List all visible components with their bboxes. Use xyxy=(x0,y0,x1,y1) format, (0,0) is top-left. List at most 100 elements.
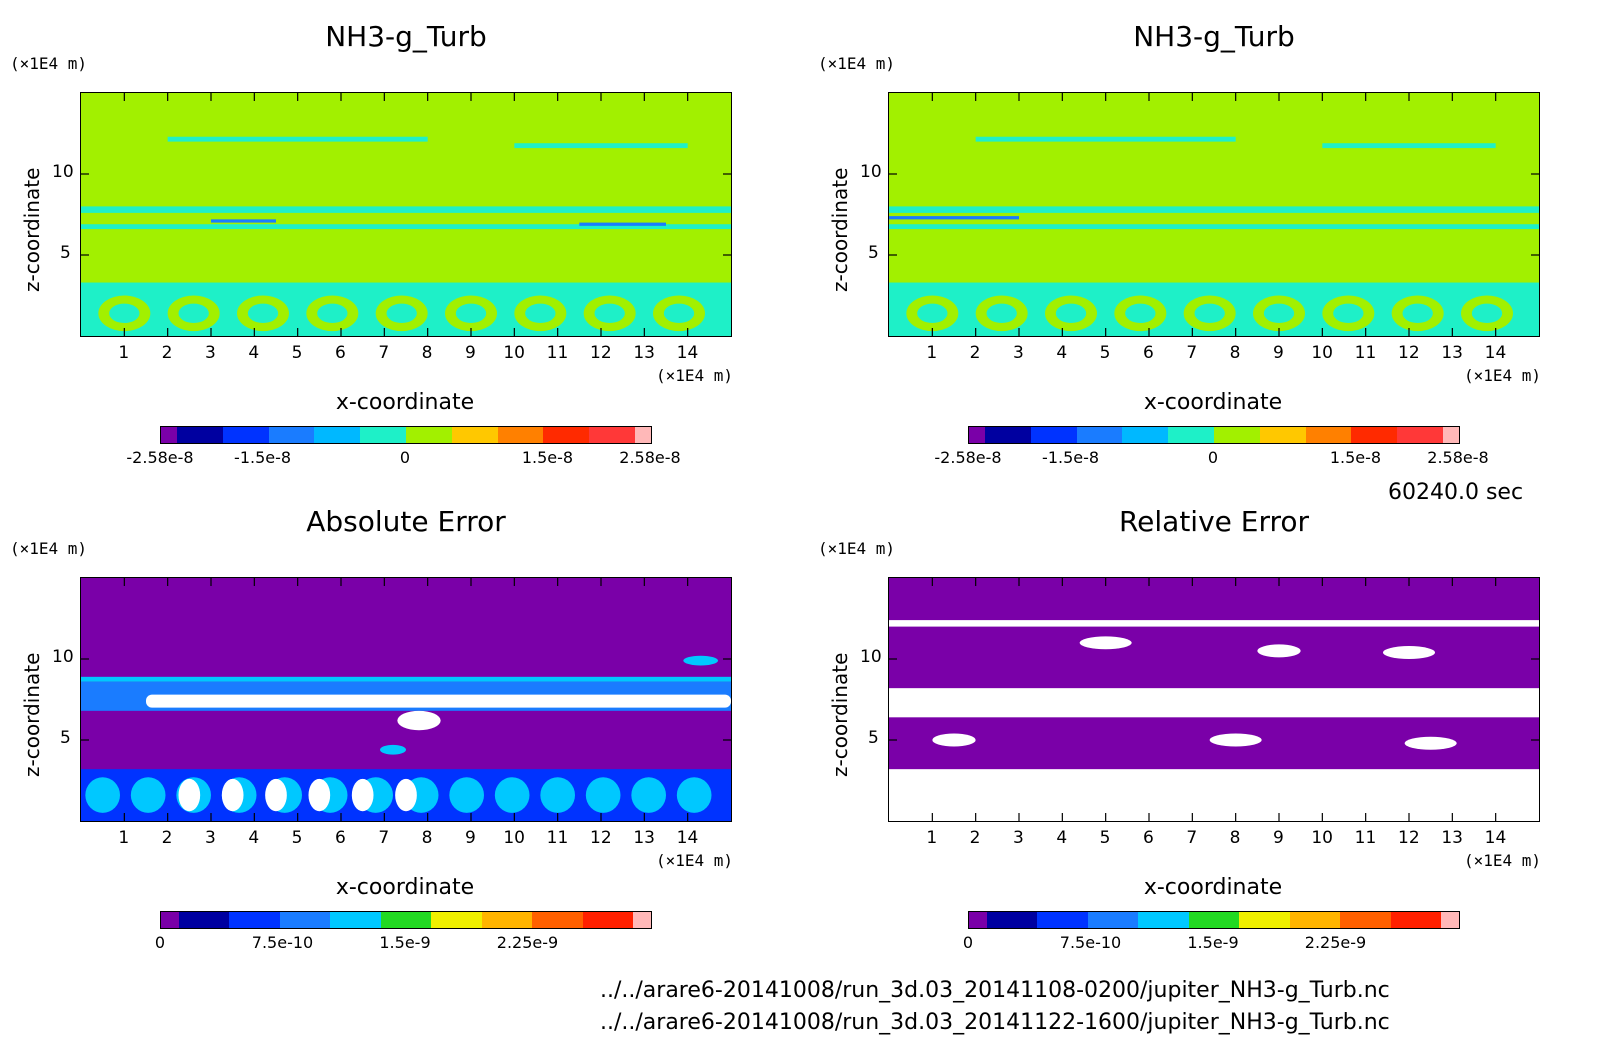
eddy-core xyxy=(386,303,417,324)
x-axis-label: x-coordinate xyxy=(335,875,475,900)
colorbar-segment xyxy=(481,912,533,928)
x-tick-label: 8 xyxy=(1229,343,1241,363)
x-tick-label: 5 xyxy=(1099,828,1111,848)
colorbar-segment xyxy=(1443,427,1460,443)
x-tick-label: 11 xyxy=(1354,343,1377,363)
colorbar-segment xyxy=(1122,427,1169,443)
x-tick-label: 8 xyxy=(421,828,433,848)
x-tick-label: 6 xyxy=(1143,828,1154,848)
upper-streak xyxy=(167,136,428,142)
high-error-blob xyxy=(351,778,374,812)
y-unit-label: (×1E4 m) xyxy=(818,54,896,73)
error-blob xyxy=(130,777,166,813)
negative-streak xyxy=(889,216,1019,220)
x-tick-label: 2 xyxy=(161,828,173,848)
colorbar-segment xyxy=(969,427,986,443)
x-tick-label: 11 xyxy=(546,828,569,848)
chart-panel-3: Absolute Error (×1E4 m) (×1E4 m) x-coordina… xyxy=(0,485,808,970)
white-patch xyxy=(932,733,976,747)
x-tick-label: 9 xyxy=(465,828,476,848)
colorbar-segment xyxy=(268,427,315,443)
chart-panel-2: NH3-g_Turb (×1E4 m) (×1E4 m) x-coordinate z-… xyxy=(808,0,1604,485)
eddy-core xyxy=(1471,303,1503,324)
y-tick-label: 5 xyxy=(868,243,879,263)
y-unit-label: (×1E4 m) xyxy=(10,539,88,558)
colorbar-label: -1.5e-8 xyxy=(234,448,292,467)
x-tick-label: 5 xyxy=(1099,343,1111,363)
negative-streak xyxy=(211,219,276,223)
colorbar-segment xyxy=(497,427,544,443)
error-blob xyxy=(449,777,484,813)
colorbar-label: 7.5e-10 xyxy=(251,933,314,952)
colorbar-segment xyxy=(279,912,331,928)
x-tick-label: 14 xyxy=(676,828,699,848)
x-tick-label: 6 xyxy=(1143,343,1154,363)
colorbar-segment xyxy=(380,912,432,928)
colorbar xyxy=(968,911,1460,929)
colorbar-label: 0 xyxy=(962,933,974,952)
x-tick-label: 13 xyxy=(1441,343,1463,363)
x-tick-label: 3 xyxy=(1013,343,1024,363)
colorbar-label: 2.25e-9 xyxy=(496,933,559,952)
eddy-core xyxy=(1402,303,1433,324)
x-tick-label: 3 xyxy=(1013,828,1024,848)
colorbar-segment xyxy=(543,427,590,443)
colorbar-label: -2.58e-8 xyxy=(126,448,194,467)
colorbar-label: 1.5e-9 xyxy=(1187,933,1239,952)
x-tick-label: 12 xyxy=(1398,828,1420,848)
eddy-core xyxy=(1055,303,1087,324)
x-tick-label: 10 xyxy=(1311,343,1333,363)
colorbar-segment xyxy=(1037,912,1088,928)
x-tick-label: 4 xyxy=(248,828,260,848)
x-axis-label: x-coordinate xyxy=(1143,390,1283,415)
x-tick-label: 14 xyxy=(676,343,699,363)
colorbar xyxy=(160,426,652,444)
white-patch xyxy=(1209,733,1262,747)
y-tick-label: 10 xyxy=(52,647,74,667)
x-tick-label: 3 xyxy=(205,343,216,363)
eddy-core xyxy=(317,303,348,324)
x-tick-label: 1 xyxy=(926,828,938,848)
error-blob xyxy=(494,777,530,813)
colorbar-segment xyxy=(161,427,178,443)
colorbar-segment xyxy=(969,912,987,928)
chart-title: NH3-g_Turb xyxy=(325,20,487,53)
x-tick-label: 2 xyxy=(969,343,981,363)
x-tick-label: 6 xyxy=(335,343,346,363)
colorbar xyxy=(968,426,1460,444)
eddy-core xyxy=(917,303,948,324)
colorbar-label: 1.5e-8 xyxy=(521,448,574,467)
error-blob xyxy=(540,777,575,813)
x-tick-label: 8 xyxy=(421,343,433,363)
eddy-core xyxy=(1194,303,1225,324)
file-path-1: ../../arare6-20141008/run_3d.03_20141108… xyxy=(600,978,1390,1003)
colorbar-label: 1.5e-8 xyxy=(1329,448,1382,467)
eddy-core xyxy=(178,303,209,324)
mid-layer-streak xyxy=(889,224,1539,230)
x-unit-label: (×1E4 m) xyxy=(1464,851,1542,870)
y-tick-label: 10 xyxy=(860,647,882,667)
x-unit-label: (×1E4 m) xyxy=(656,366,734,385)
x-tick-label: 2 xyxy=(161,343,173,363)
x-axis-label: x-coordinate xyxy=(1143,875,1283,900)
y-axis-label: z-coordinate xyxy=(20,652,44,777)
chart-title: NH3-g_Turb xyxy=(1133,20,1295,53)
error-blob xyxy=(85,777,120,813)
time-label: 60240.0 sec xyxy=(1388,480,1524,505)
x-unit-label: (×1E4 m) xyxy=(1464,366,1542,385)
colorbar-label: 0 xyxy=(154,933,166,952)
colorbar-segment xyxy=(222,427,269,443)
x-tick-label: 9 xyxy=(465,343,476,363)
colorbar-segment xyxy=(985,427,1031,443)
x-tick-label: 5 xyxy=(291,343,303,363)
x-tick-label: 9 xyxy=(1273,828,1284,848)
colorbar-segment xyxy=(161,912,179,928)
x-tick-label: 14 xyxy=(1484,828,1507,848)
colorbar-segment xyxy=(986,912,1038,928)
colorbar-segment xyxy=(1351,427,1398,443)
x-tick-label: 12 xyxy=(590,343,612,363)
colorbar-segment xyxy=(330,912,381,928)
x-tick-label: 7 xyxy=(378,343,390,363)
colorbar-segment xyxy=(177,427,223,443)
colorbar-segment xyxy=(1076,427,1123,443)
